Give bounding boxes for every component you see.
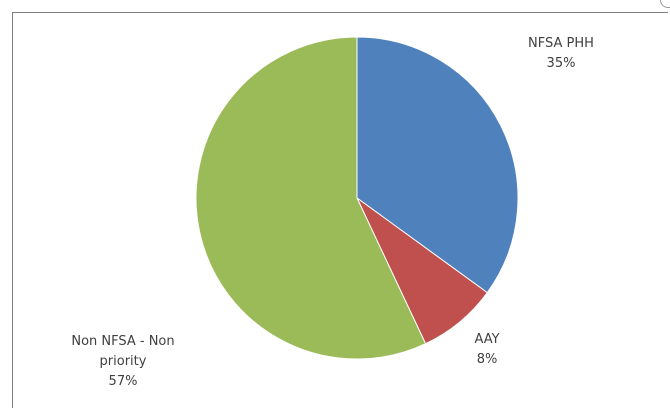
slice-label-nfsa-phh: NFSA PHH 35% <box>511 34 611 74</box>
slice-name-non-nfsa-line1: Non NFSA - Non <box>71 334 175 349</box>
slice-label-aay: AAY 8% <box>452 330 522 370</box>
slice-percent-nfsa-phh: 35% <box>546 56 576 71</box>
slice-name-non-nfsa-line2: priority <box>99 354 147 369</box>
slice-label-non-nfsa: Non NFSA - Non priority 57% <box>48 332 198 392</box>
corner-mark <box>660 0 670 8</box>
pie-slice-nfsa-phh <box>356 36 519 294</box>
pie-slice-non-nfsa-non-priority <box>195 36 427 360</box>
slice-name-aay: AAY <box>474 332 500 347</box>
slice-name-nfsa-phh: NFSA PHH <box>528 36 594 51</box>
slice-percent-aay: 8% <box>476 352 498 367</box>
slice-percent-non-nfsa: 57% <box>108 374 138 389</box>
